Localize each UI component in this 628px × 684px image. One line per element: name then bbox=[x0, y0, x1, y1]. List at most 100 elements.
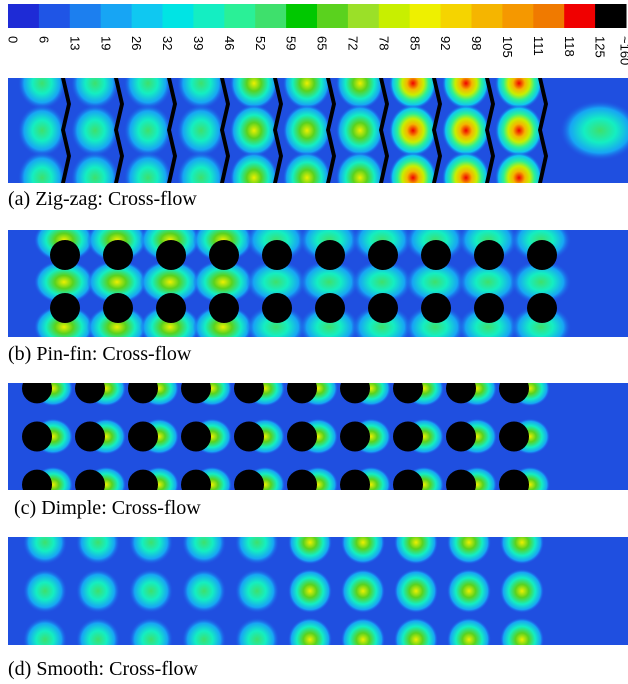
contour-blob bbox=[560, 100, 628, 161]
zigzag-wall bbox=[167, 78, 177, 183]
dimple bbox=[181, 383, 211, 404]
contour-blob bbox=[288, 569, 332, 613]
contour-blob bbox=[71, 78, 119, 110]
colorbar-label: 46 bbox=[222, 36, 237, 50]
pin-fin bbox=[368, 293, 398, 323]
colorbar-swatch bbox=[564, 4, 596, 28]
dimple bbox=[499, 421, 529, 452]
dimple bbox=[287, 469, 317, 490]
colorbar-swatch bbox=[8, 4, 40, 28]
contour-blob bbox=[447, 537, 491, 565]
contour-blob bbox=[230, 104, 278, 157]
contour-blob bbox=[129, 617, 173, 645]
colorbar-swatch bbox=[440, 4, 472, 28]
dimple bbox=[393, 469, 423, 490]
zigzag-wall bbox=[538, 78, 548, 183]
colorbar-label: 32 bbox=[160, 36, 175, 50]
contour-blob bbox=[458, 260, 518, 304]
colorbar-label: 92 bbox=[438, 36, 453, 50]
pin-fin bbox=[103, 293, 133, 323]
zigzag-wall bbox=[61, 78, 71, 183]
contour-blob bbox=[124, 78, 172, 110]
contour-blob bbox=[447, 617, 491, 645]
colorbar-swatch bbox=[409, 4, 442, 28]
dimple bbox=[287, 383, 317, 404]
dimple bbox=[340, 469, 370, 490]
contour-blob bbox=[495, 151, 543, 183]
contour-blob bbox=[511, 260, 571, 304]
contour-blob bbox=[394, 617, 438, 645]
colorbar-label: 118 bbox=[562, 36, 577, 57]
contour-plot bbox=[8, 78, 628, 183]
contour-blob bbox=[140, 260, 200, 304]
zigzag-wall bbox=[379, 78, 389, 183]
dimple bbox=[499, 469, 529, 490]
contour-blob bbox=[288, 537, 332, 565]
contour-blob bbox=[18, 78, 66, 110]
dimple bbox=[75, 469, 105, 490]
contour-blob bbox=[193, 260, 253, 304]
contour-blob bbox=[394, 537, 438, 565]
dimple bbox=[393, 421, 423, 452]
dimple bbox=[234, 383, 264, 404]
dimple bbox=[128, 383, 158, 404]
caption: (c) Dimple: Cross-flow bbox=[14, 497, 201, 519]
pin-fin bbox=[262, 293, 292, 323]
colorbar-label: 65 bbox=[315, 36, 330, 50]
zigzag-wall bbox=[220, 78, 230, 183]
pin-fin bbox=[103, 240, 133, 270]
colorbar-label: 111 bbox=[531, 36, 546, 56]
contour-blob bbox=[23, 617, 67, 645]
colorbar-label: 13 bbox=[67, 36, 82, 50]
panels bbox=[8, 78, 628, 645]
colorbar-swatch bbox=[162, 4, 194, 28]
contour-blob bbox=[336, 151, 384, 183]
contour-blob bbox=[288, 617, 332, 645]
dimple bbox=[75, 383, 105, 404]
colorbar-swatch bbox=[595, 4, 627, 28]
contour-blob bbox=[336, 104, 384, 157]
colorbar-swatch bbox=[255, 4, 287, 28]
zigzag-wall bbox=[273, 78, 283, 183]
pin-fin bbox=[209, 293, 239, 323]
contour-blob bbox=[71, 104, 119, 157]
contour-blob bbox=[18, 104, 66, 157]
dimple bbox=[393, 383, 423, 404]
colorbar-swatch bbox=[193, 4, 225, 28]
contour-blob bbox=[23, 537, 67, 565]
colorbar-label: 72 bbox=[345, 36, 360, 50]
contour-blob bbox=[336, 78, 384, 110]
contour-blob bbox=[495, 104, 543, 157]
caption: (b) Pin-fin: Cross-flow bbox=[8, 343, 192, 365]
colorbar-swatch bbox=[533, 4, 565, 28]
dimple bbox=[22, 469, 52, 490]
colorbar-label: 125 bbox=[593, 36, 608, 58]
colorbar-label: 59 bbox=[284, 36, 299, 50]
contour-blob bbox=[76, 537, 120, 565]
contour-blob bbox=[129, 569, 173, 613]
zigzag-wall bbox=[114, 78, 124, 183]
dimple bbox=[234, 469, 264, 490]
colorbar-swatch bbox=[471, 4, 503, 28]
contour-blob bbox=[341, 537, 385, 565]
contour-blob bbox=[389, 78, 437, 110]
pin-fin bbox=[474, 293, 504, 323]
dimple bbox=[181, 421, 211, 452]
colorbar-swatch bbox=[224, 4, 256, 28]
colorbar-label: 98 bbox=[469, 36, 484, 50]
contour-blob bbox=[124, 104, 172, 157]
dimple bbox=[181, 469, 211, 490]
contour-blob bbox=[76, 617, 120, 645]
contour-blob bbox=[34, 260, 94, 304]
dimple bbox=[340, 383, 370, 404]
contour-blob bbox=[394, 569, 438, 613]
contour-blob bbox=[71, 151, 119, 183]
contour-blob bbox=[389, 104, 437, 157]
dimple bbox=[22, 421, 52, 452]
dimple bbox=[446, 421, 476, 452]
contour-blob bbox=[246, 260, 306, 304]
pin-fin bbox=[209, 240, 239, 270]
contour-plot bbox=[8, 383, 628, 490]
colorbar-swatch bbox=[502, 4, 534, 28]
pin-fin bbox=[156, 293, 186, 323]
